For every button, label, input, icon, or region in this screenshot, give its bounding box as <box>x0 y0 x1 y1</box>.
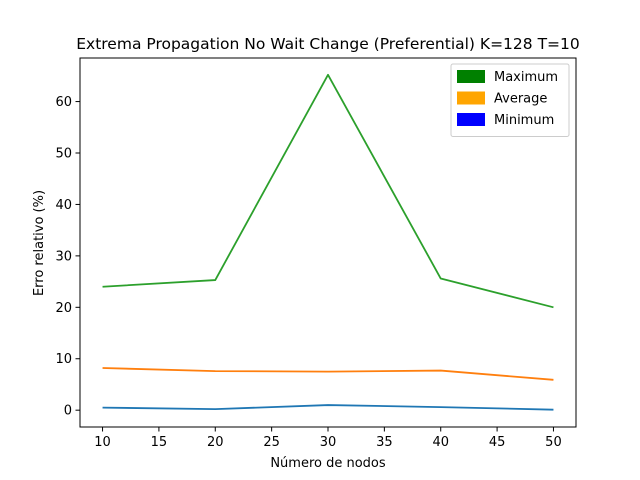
x-tick-label: 50 <box>545 435 562 450</box>
y-tick-label: 30 <box>55 249 72 264</box>
x-tick-label: 30 <box>320 435 337 450</box>
y-tick-label: 10 <box>55 352 72 367</box>
x-tick-label: 25 <box>263 435 280 450</box>
legend: Maximum Average Minimum <box>450 63 570 137</box>
chart-title: Extrema Propagation No Wait Change (Pref… <box>76 35 580 53</box>
x-tick-label: 15 <box>151 435 168 450</box>
series-line-1 <box>102 73 554 309</box>
x-tick-label: 35 <box>376 435 393 450</box>
y-axis-label: Erro relativo (%) <box>32 190 47 296</box>
y-tick-label: 60 <box>55 95 72 110</box>
x-tick-label: 45 <box>489 435 506 450</box>
series-line-3 <box>102 404 554 411</box>
legend-swatch-maximum <box>457 70 485 83</box>
y-tick-label: 50 <box>55 147 72 162</box>
series-line-2 <box>102 367 554 381</box>
y-tick-label: 40 <box>55 198 72 213</box>
legend-swatch-average <box>457 91 485 105</box>
x-tick-label: 20 <box>207 435 224 450</box>
x-axis-label: Número de nodos <box>270 456 386 471</box>
y-tick-label: 20 <box>55 301 72 316</box>
x-tick-label: 10 <box>94 435 111 450</box>
legend-label-maximum: Maximum <box>494 70 558 85</box>
legend-label-minimum: Minimum <box>494 113 554 128</box>
plot-area: 10 15 20 25 30 35 40 45 50 0 10 20 30 40 50 60 <box>55 57 577 450</box>
y-tick-label: 0 <box>64 404 72 419</box>
legend-label-average: Average <box>494 92 547 107</box>
x-tick-label: 40 <box>432 435 449 450</box>
legend-swatch-minimum <box>457 113 485 126</box>
